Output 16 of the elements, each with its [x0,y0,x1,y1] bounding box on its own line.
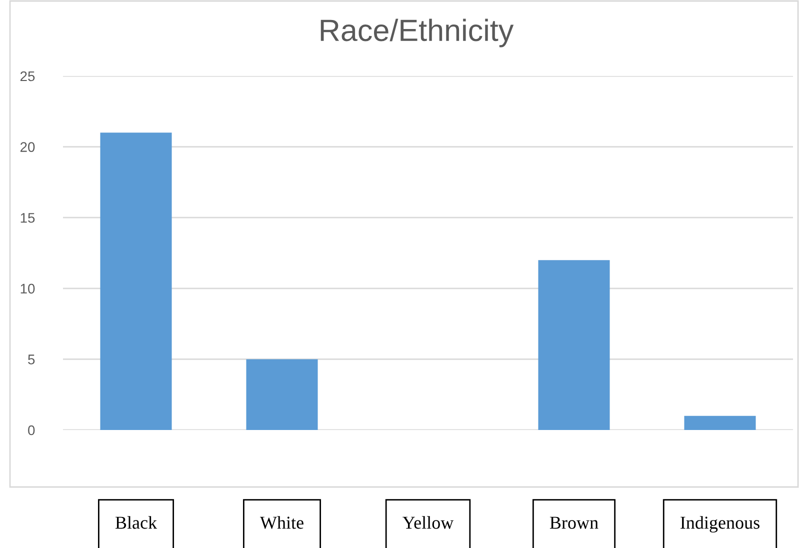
bar [684,416,756,430]
bar [246,359,318,430]
y-tick-label: 25 [20,71,35,82]
y-tick-label: 15 [20,213,35,223]
x-tick-label: Yellow [402,516,454,529]
y-tick-label: 5 [28,354,35,364]
y-tick-label: 0 [28,425,35,436]
chart-title: Race/Ethnicity [320,18,514,48]
y-tick-label: 20 [20,142,35,152]
bar [538,260,610,430]
bar [100,132,172,430]
x-tick-label: Indigenous [680,516,760,533]
y-tick-label: 10 [20,284,35,294]
x-tick-label: Brown [550,516,598,529]
x-tick-label: Black [115,516,158,529]
x-tick-label: White [260,516,304,529]
